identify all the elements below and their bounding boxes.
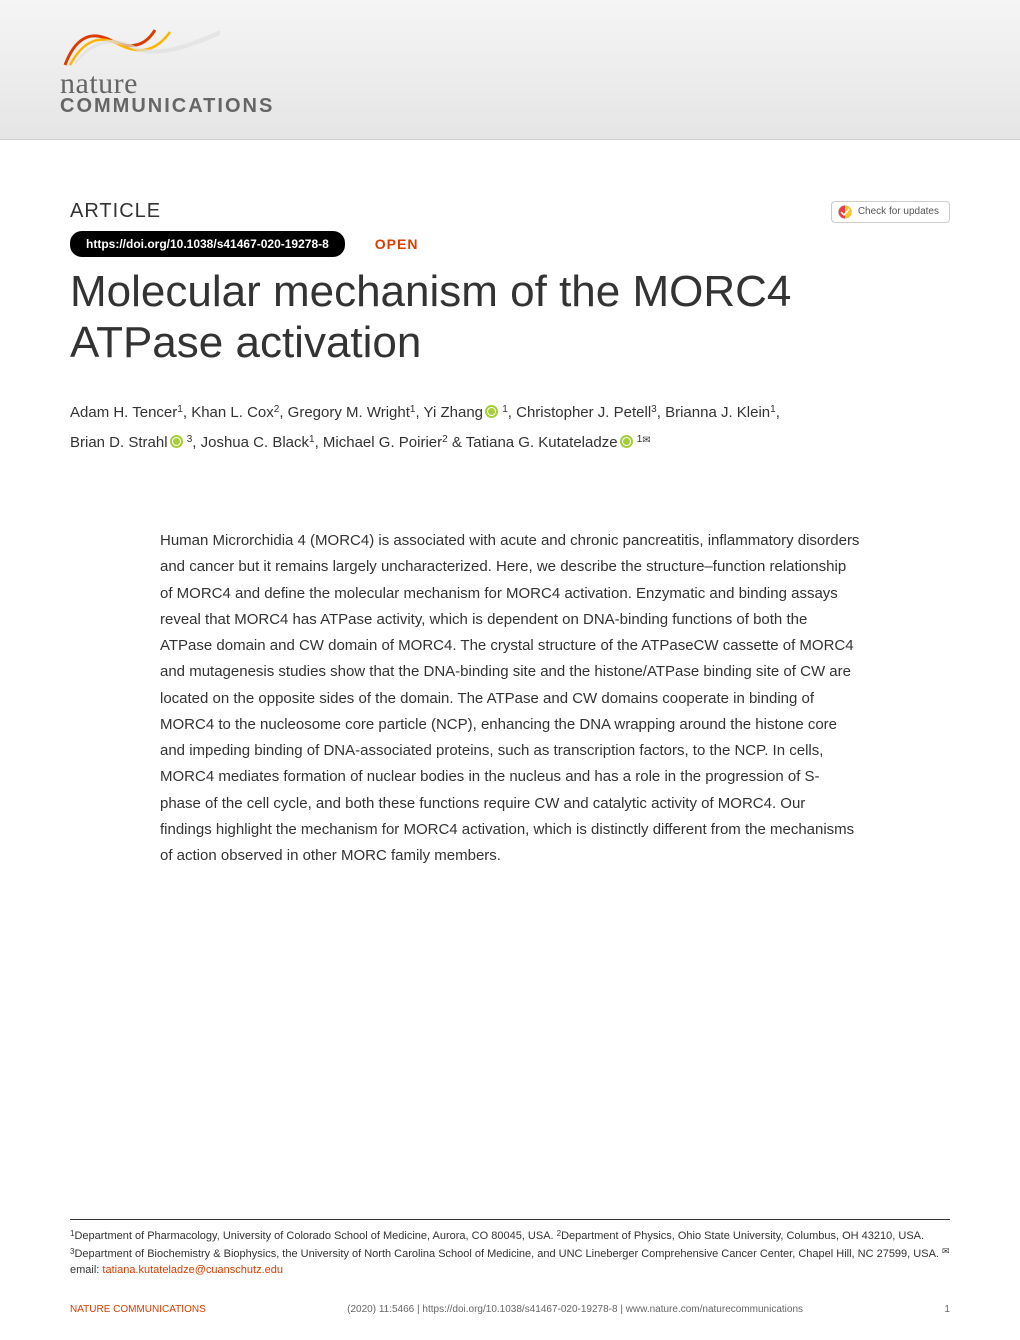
logo-text: nature COMMUNICATIONS [60, 67, 274, 118]
author: Michael G. Poirier [323, 434, 442, 451]
logo-swoosh-icon [60, 20, 220, 70]
author: Adam H. Tencer [70, 404, 177, 421]
author: Yi Zhang [424, 404, 483, 421]
open-access-label: OPEN [375, 236, 419, 252]
author-list: Adam H. Tencer1, Khan L. Cox2, Gregory M… [70, 398, 950, 458]
author: Tatiana G. Kutateladze [466, 434, 618, 451]
author: Gregory M. Wright [288, 404, 410, 421]
orcid-icon[interactable] [485, 405, 498, 418]
orcid-icon[interactable] [620, 435, 633, 448]
corresponding-icon: ✉ [942, 1246, 950, 1256]
page-footer: NATURE COMMUNICATIONS (2020) 11:5466 | h… [70, 1304, 950, 1335]
journal-header-band: nature COMMUNICATIONS [0, 0, 1020, 140]
author: Christopher J. Petell [516, 404, 651, 421]
email-label: email: [70, 1264, 99, 1276]
footer-citation: (2020) 11:5466 | https://doi.org/10.1038… [347, 1304, 803, 1315]
footer-page-number: 1 [944, 1304, 950, 1315]
affiliation: Department of Pharmacology, University o… [74, 1230, 553, 1242]
affiliations-block: 1Department of Pharmacology, University … [70, 1219, 950, 1279]
check-updates-button[interactable]: Check for updates [831, 201, 950, 223]
crossmark-icon [838, 205, 852, 219]
footer-journal: NATURE COMMUNICATIONS [70, 1304, 206, 1315]
logo-word-communications: COMMUNICATIONS [60, 95, 274, 118]
author: Khan L. Cox [191, 404, 274, 421]
orcid-icon[interactable] [170, 435, 183, 448]
corresponding-icon: ✉ [642, 431, 650, 451]
author: Brianna J. Klein [665, 404, 770, 421]
doi-link[interactable]: https://doi.org/10.1038/s41467-020-19278… [70, 231, 345, 257]
corresponding-email-link[interactable]: tatiana.kutateladze@cuanschutz.edu [102, 1264, 283, 1276]
journal-logo: nature COMMUNICATIONS [60, 20, 274, 118]
article-type-label: ARTICLE [70, 200, 161, 223]
author: Joshua C. Black [201, 434, 309, 451]
author: Brian D. Strahl [70, 434, 168, 451]
article-title: Molecular mechanism of the MORC4 ATPase … [70, 267, 950, 368]
abstract-text: Human Microrchidia 4 (MORC4) is associat… [160, 528, 860, 869]
check-updates-label: Check for updates [858, 206, 939, 217]
affiliation: Department of Physics, Ohio State Univer… [561, 1230, 924, 1242]
affiliation: Department of Biochemistry & Biophysics,… [74, 1248, 939, 1260]
